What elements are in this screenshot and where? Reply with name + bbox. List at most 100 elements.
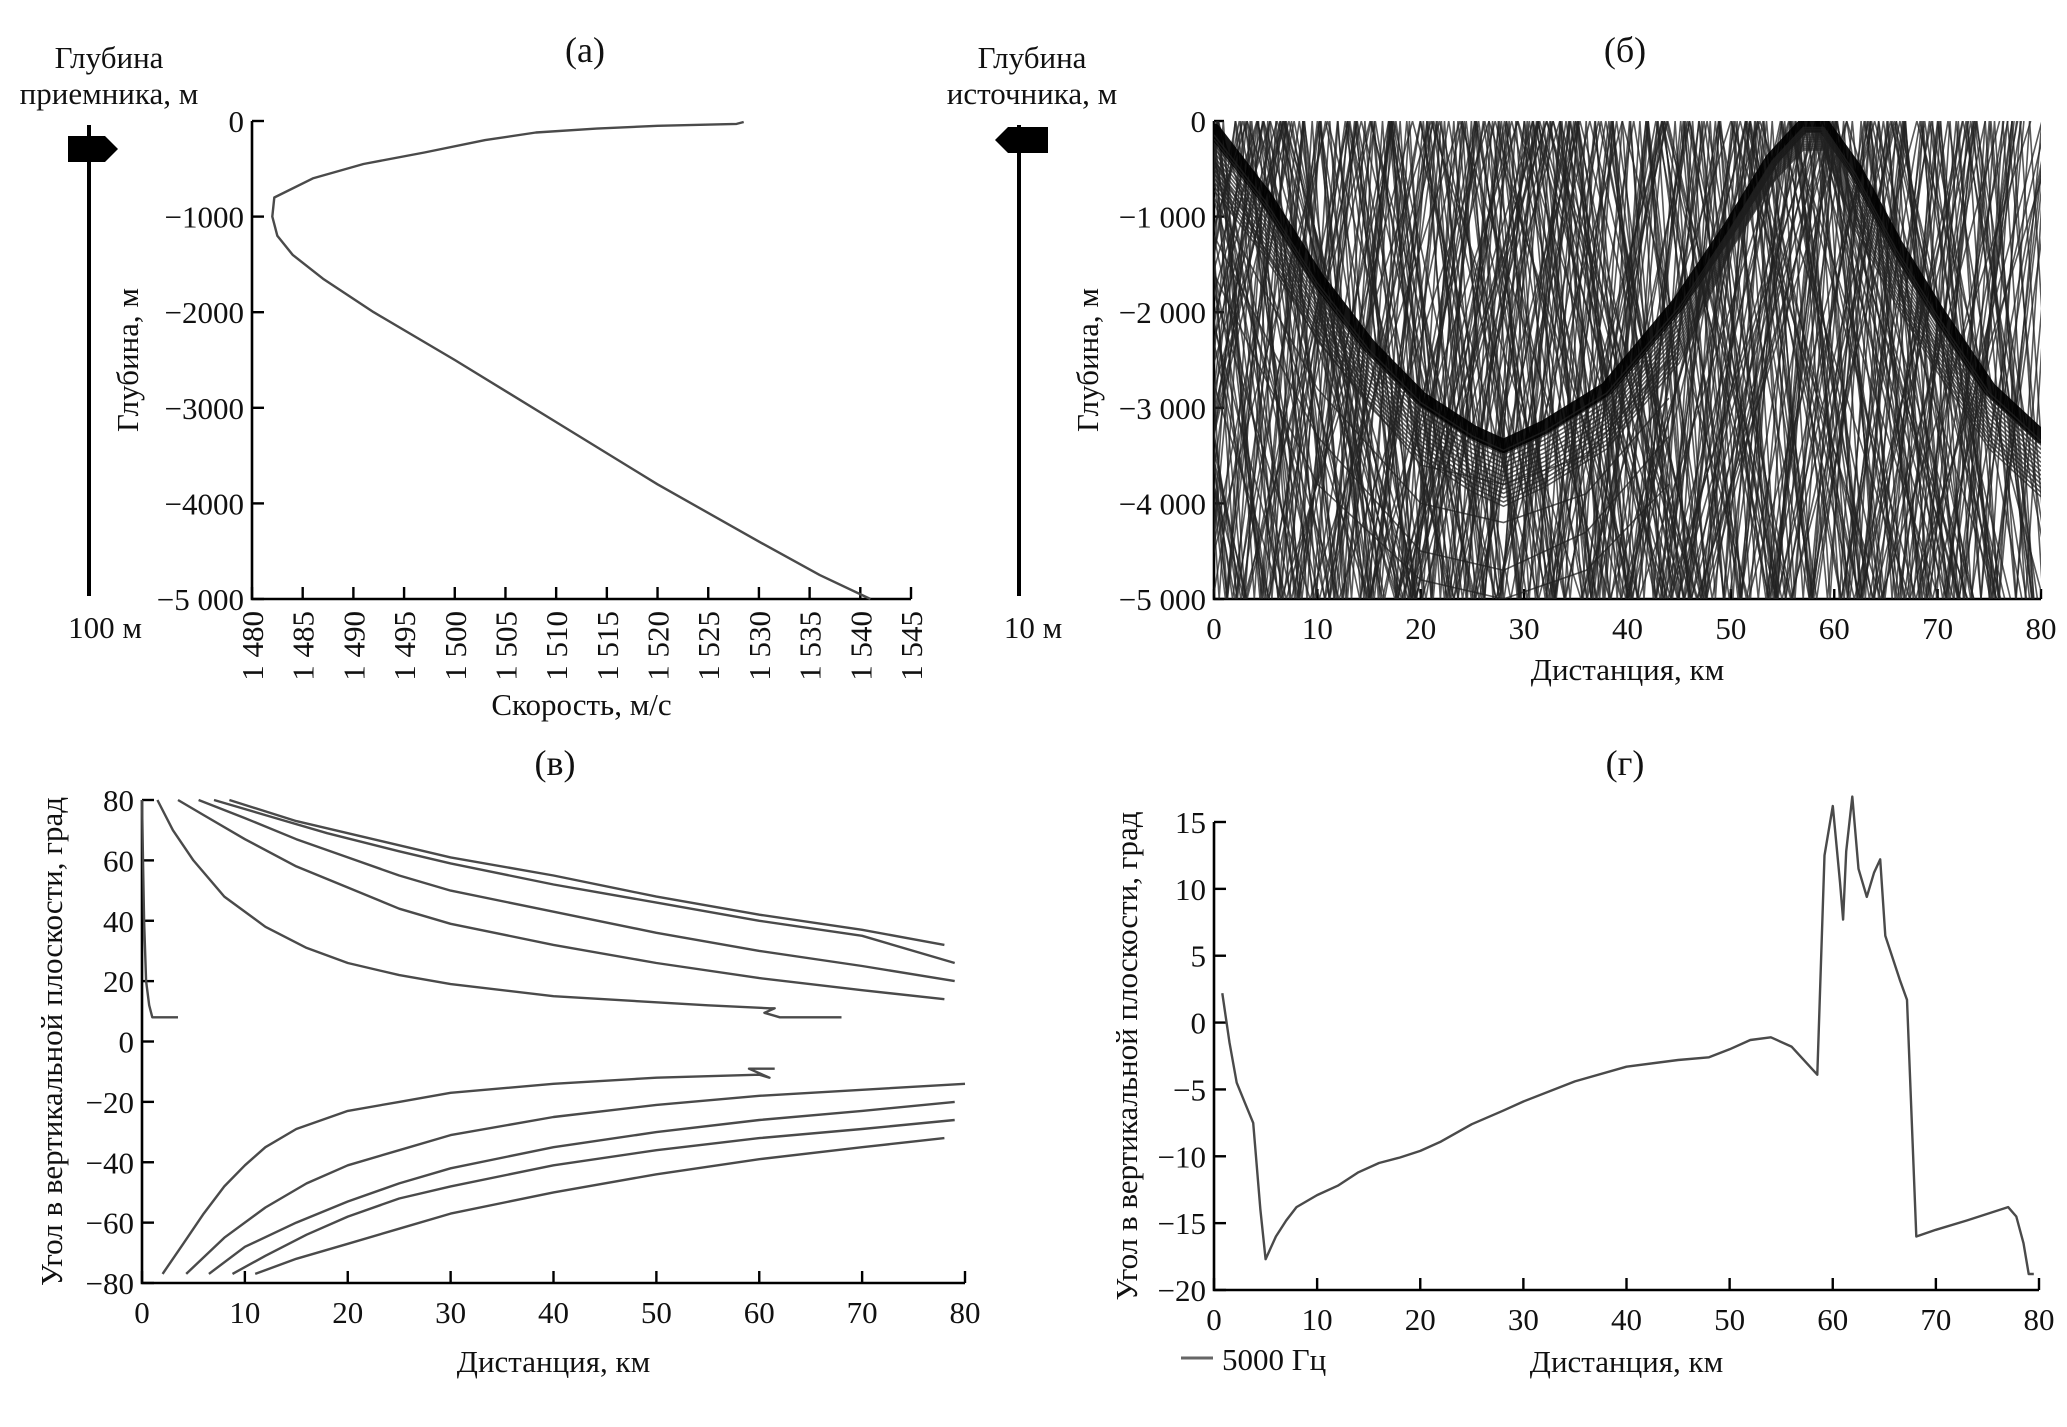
y-tick-label: −5 000: [1119, 582, 1206, 617]
source-depth-value: 10 м: [1004, 610, 1062, 645]
x-tick-label: 30: [1508, 1302, 1539, 1337]
x-tick-label: 0: [134, 1295, 150, 1330]
y-axis-title: Глубина, м: [110, 288, 145, 432]
x-tick-label: 1 485: [286, 611, 321, 681]
x-tick-label: 40: [1611, 1302, 1642, 1337]
band-ray: [1214, 147, 2041, 503]
reflected-ray: [1214, 121, 2041, 599]
y-tick-label: −10: [1158, 1139, 1206, 1174]
axis-lines: [250, 121, 911, 601]
x-axis-title: Дистанция, км: [1530, 1344, 1723, 1379]
x-tick-label: 40: [538, 1295, 569, 1330]
y-tick-label: −2000: [165, 295, 244, 330]
caustic-band: [1214, 121, 2041, 453]
band-ray: [1214, 131, 2041, 465]
panel-title: (б): [1604, 30, 1646, 70]
x-tick-label: 60: [744, 1295, 775, 1330]
reflected-ray: [1214, 121, 1964, 599]
panel-title: (в): [535, 743, 576, 783]
y-tick-label: 15: [1175, 805, 1206, 840]
y-tick-label: −1000: [165, 200, 244, 235]
x-tick-label: 1 500: [438, 611, 473, 681]
x-tick-label: 1 545: [894, 611, 929, 681]
y-tick-label: −3 000: [1119, 391, 1206, 426]
panel-title: (г): [1606, 743, 1645, 783]
x-tick-label: 1 505: [488, 611, 523, 681]
axis-lines: [140, 800, 965, 1285]
y-tick-label: −80: [86, 1266, 134, 1301]
band-ray: [1214, 143, 2041, 495]
y-tick-label: 5: [1191, 939, 1207, 974]
reflected-ray: [1214, 121, 2034, 599]
ray-angle-line: [198, 798, 955, 983]
y-tick-label: 20: [103, 964, 134, 999]
x-tick-label: 1 490: [336, 611, 371, 681]
legend: 5000 Гц: [1181, 1342, 1326, 1377]
x-tick-label: 1 535: [793, 611, 828, 681]
reflected-ray: [1214, 121, 2031, 599]
band-ray: [1214, 140, 2041, 486]
x-axis-title: Дистанция, км: [1531, 652, 1724, 687]
x-tick-label: 10: [1302, 1302, 1333, 1337]
data-line-5000hz: [1221, 795, 2034, 1276]
legend-label: 5000 Гц: [1222, 1342, 1326, 1377]
y-tick-label: −20: [1158, 1273, 1206, 1308]
ray-group: [1214, 121, 2041, 599]
y-axis-title: Угол в вертикальной плоскости, град: [34, 797, 69, 1286]
x-tick-label: 70: [1922, 611, 1953, 646]
x-tick-label: 50: [1715, 611, 1746, 646]
band-ray: [1214, 135, 2041, 473]
y-tick-label: 10: [1175, 872, 1206, 907]
x-tick-label: 50: [1714, 1302, 1745, 1337]
ray-angle-line: [208, 1100, 955, 1275]
source-depth-marker: Глубина источника, м 10 м: [947, 40, 1117, 645]
x-tick-label: 20: [1405, 611, 1436, 646]
x-tick-label: 40: [1612, 611, 1643, 646]
band-ray: [1214, 138, 2041, 482]
panel-title: (а): [565, 30, 605, 70]
x-tick-label: 1 495: [387, 611, 422, 681]
band-ray: [1214, 126, 2041, 452]
y-tick-label: −1 000: [1119, 200, 1206, 235]
y-axis-title: Глубина, м: [1070, 288, 1105, 432]
refracted-ray: [1214, 197, 1670, 524]
y-tick-label: −4000: [165, 486, 244, 521]
x-tick-label: 0: [1206, 1302, 1222, 1337]
y-tick-label: −3000: [165, 391, 244, 426]
panel-d-arrival-angle: (г)0 10 20 30 40 50 60 70 80151050−5−10−15−20Дис…: [1109, 743, 2055, 1379]
x-tick-label: 10: [229, 1295, 260, 1330]
ray-angle-line: [161, 1067, 775, 1275]
reflected-ray: [1214, 121, 2006, 599]
refracted-ray: [1214, 273, 1670, 599]
y-axis-title: Угол в вертикальной плоскости, град: [1109, 811, 1144, 1300]
reflected-ray: [1214, 121, 2001, 599]
x-tick-label: 1 510: [539, 611, 574, 681]
flag-left-icon: [995, 127, 1048, 153]
x-tick-label: 80: [2026, 611, 2057, 646]
x-tick-label: 30: [435, 1295, 466, 1330]
ray-angle-line: [231, 1118, 955, 1275]
x-tick-label: 80: [950, 1295, 981, 1330]
ray-angle-line: [140, 799, 178, 1019]
y-tick-label: 80: [103, 783, 134, 818]
y-tick-label: −5: [1173, 1072, 1206, 1107]
x-tick-label: 1 525: [691, 611, 726, 681]
band-ray: [1214, 130, 2041, 460]
ray-angle-line: [185, 1082, 966, 1275]
ray-angle-line: [213, 798, 956, 965]
ray-angle-line: [177, 798, 945, 1001]
reflected-ray: [1214, 121, 1970, 599]
x-tick-label: 50: [641, 1295, 672, 1330]
y-tick-label: −60: [86, 1206, 134, 1241]
band-ray: [1214, 145, 2041, 499]
x-tick-label: 20: [1405, 1302, 1436, 1337]
y-tick-label: −20: [86, 1085, 134, 1120]
panel-b-ray-trace: (б) 0 10 20 30 40 50 60 70 80 0 −1 000 −2 000 −3 000 −…: [1070, 30, 2057, 687]
x-tick-label: 1 530: [742, 611, 777, 681]
band-ray: [1214, 142, 2041, 490]
reflected-ray: [1214, 121, 2041, 599]
y-tick-label: −40: [86, 1145, 134, 1180]
x-tick-label: 80: [2024, 1302, 2055, 1337]
band-ray: [1214, 133, 2041, 469]
panel-a-sound-speed-profile: (а) 1 480 1 485 1 490 1 495 1 500 1 505 1 510 1 …: [110, 30, 929, 722]
